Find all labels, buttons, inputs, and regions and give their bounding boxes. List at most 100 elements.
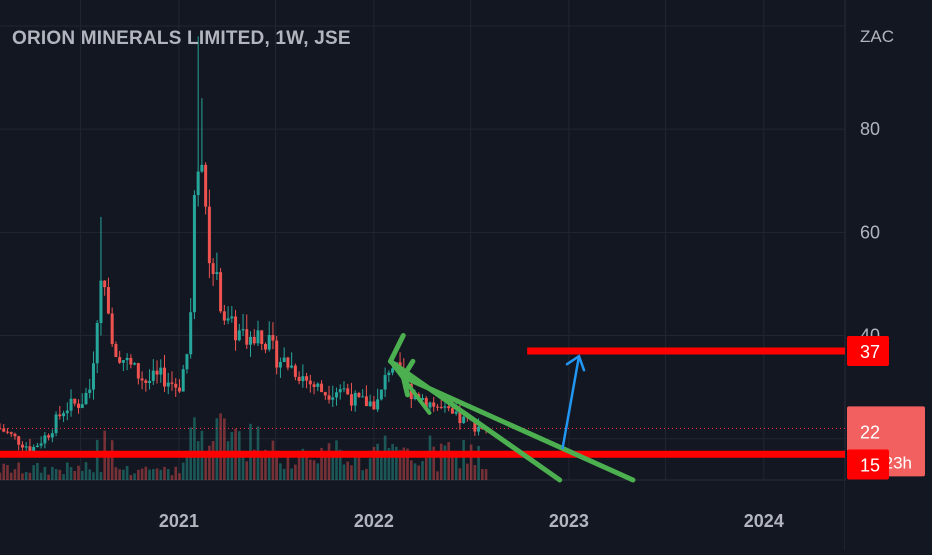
volume-bar xyxy=(275,456,278,480)
volume-bar xyxy=(241,450,245,480)
candle-body xyxy=(185,354,189,370)
volume-bar xyxy=(428,435,432,480)
candle-body xyxy=(133,363,137,365)
candle-body xyxy=(245,329,249,345)
volume-bar xyxy=(346,461,350,480)
volume-bar xyxy=(353,455,357,480)
volume-bar xyxy=(297,450,301,480)
axis-corner xyxy=(845,481,932,550)
candle-body xyxy=(50,433,54,438)
volume-bar xyxy=(129,474,133,480)
volume-bar xyxy=(350,465,353,480)
candle-body xyxy=(421,397,424,400)
candle-body xyxy=(361,396,365,398)
volume-bar xyxy=(290,468,293,480)
volume-bar xyxy=(357,453,361,480)
volume-bar xyxy=(13,469,17,480)
candle-body xyxy=(140,378,144,381)
volume-bar xyxy=(368,458,372,480)
volume-bar xyxy=(99,472,103,480)
candle-body xyxy=(215,272,219,275)
volume-bar xyxy=(458,468,462,480)
volume-bar xyxy=(163,466,166,480)
volume-bar xyxy=(80,470,84,480)
candle-body xyxy=(170,382,174,384)
candle-body xyxy=(342,388,346,390)
volume-bar xyxy=(436,471,439,480)
candle-body xyxy=(473,420,477,432)
volume-bar xyxy=(159,469,163,480)
candle-body xyxy=(103,280,107,288)
volume-bar xyxy=(245,461,249,480)
volume-bar xyxy=(204,456,207,480)
volume-bar xyxy=(140,468,144,480)
candle-body xyxy=(305,376,309,381)
volume-bar xyxy=(51,466,54,480)
candle-body xyxy=(177,387,181,392)
volume-bar xyxy=(9,472,13,480)
candle-body xyxy=(9,432,13,434)
volume-bar xyxy=(144,466,148,480)
volume-bar xyxy=(451,455,454,480)
candle-body xyxy=(252,336,256,344)
volume-bar xyxy=(47,474,50,480)
candle-body xyxy=(110,313,114,345)
candle-body xyxy=(357,392,361,397)
channel-inner-line xyxy=(388,359,432,415)
candle-body xyxy=(320,383,324,393)
volume-bar xyxy=(466,463,469,480)
candle-body xyxy=(282,357,286,363)
candle-body xyxy=(331,397,335,400)
candle-body xyxy=(174,383,178,388)
candles xyxy=(0,36,488,454)
candle-body xyxy=(312,384,316,387)
candle-body xyxy=(88,389,92,393)
volume-bar xyxy=(226,441,230,480)
volume-bar xyxy=(0,472,2,480)
volume-bar xyxy=(361,470,364,480)
candle-body xyxy=(293,365,297,377)
volume-bar xyxy=(36,463,39,480)
candle-body xyxy=(84,392,88,405)
candle-body xyxy=(290,365,294,368)
volume-bar xyxy=(477,445,480,480)
volume-bar xyxy=(211,441,215,480)
candle-body xyxy=(69,398,73,411)
volume-bar xyxy=(443,445,447,480)
volume-bar xyxy=(267,450,271,480)
candle-body xyxy=(346,388,350,395)
candle-body xyxy=(181,369,185,392)
volume-bar xyxy=(223,418,226,480)
volume-bar xyxy=(372,446,376,480)
volume-bar xyxy=(6,465,9,480)
volume-bar xyxy=(181,462,185,480)
volume-bar xyxy=(17,462,20,480)
candle-body xyxy=(43,435,47,444)
candle-body xyxy=(424,397,428,408)
candle-body xyxy=(391,368,395,373)
volume-bar xyxy=(454,451,458,480)
candle-body xyxy=(62,413,66,417)
volume-bar xyxy=(301,448,305,480)
volume-bar xyxy=(215,418,219,480)
candle-body xyxy=(335,392,339,398)
volume-bar xyxy=(447,441,450,480)
volume-bar xyxy=(84,462,88,480)
candle-body xyxy=(35,445,39,447)
volume-bar xyxy=(402,447,406,480)
channel-line xyxy=(400,374,636,483)
volume-bar xyxy=(481,468,484,480)
volume-bar xyxy=(432,446,436,480)
volume-bar xyxy=(282,468,286,480)
candle-body xyxy=(204,164,208,207)
level-price-value: 15 xyxy=(860,456,880,476)
candle-body xyxy=(447,406,451,409)
volume-bar xyxy=(320,447,323,480)
candle-body xyxy=(477,426,481,432)
candle-body xyxy=(58,414,62,417)
candle-body xyxy=(383,375,387,390)
